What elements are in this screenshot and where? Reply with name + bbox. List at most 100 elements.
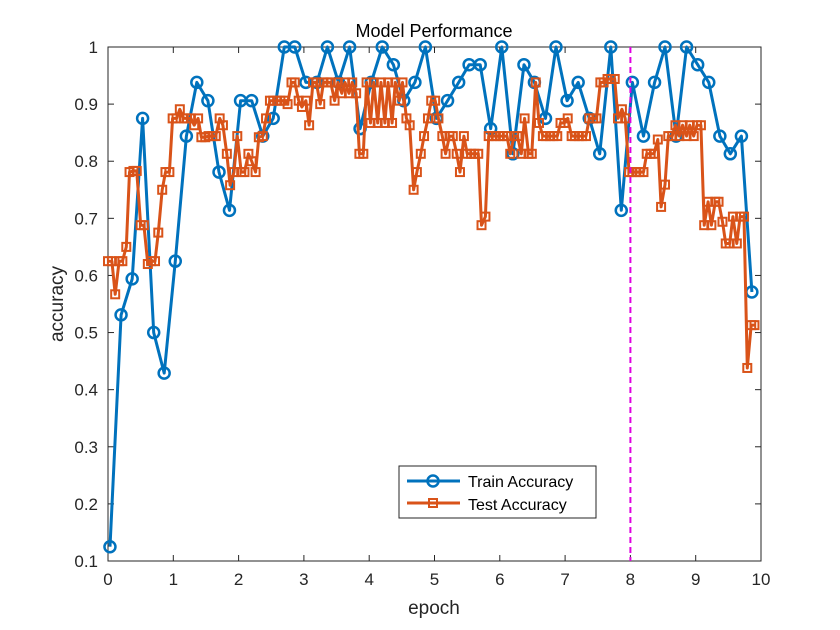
test-accuracy-point bbox=[300, 95, 311, 106]
test-accuracy-point bbox=[591, 113, 602, 124]
test-accuracy-point bbox=[131, 165, 142, 176]
test-accuracy-point bbox=[174, 104, 185, 115]
test-accuracy-point bbox=[117, 256, 128, 267]
x-tick-label: 10 bbox=[752, 570, 771, 589]
test-accuracy-point bbox=[193, 113, 204, 124]
test-accuracy-point bbox=[473, 148, 484, 159]
train-accuracy-point bbox=[114, 308, 128, 322]
train-accuracy-point bbox=[495, 40, 509, 54]
y-tick-label: 0.3 bbox=[74, 438, 98, 457]
train-accuracy-line bbox=[108, 45, 754, 547]
x-tick-label: 4 bbox=[364, 570, 373, 589]
chart-title: Model Performance bbox=[355, 21, 512, 41]
test-accuracy-point bbox=[562, 113, 573, 124]
legend: Train Accuracy Test Accuracy bbox=[398, 465, 597, 519]
train-accuracy-point bbox=[135, 111, 150, 126]
x-tick-label: 6 bbox=[495, 570, 504, 589]
test-accuracy-point bbox=[739, 211, 750, 222]
train-accuracy-point bbox=[408, 75, 422, 90]
test-accuracy-point bbox=[519, 113, 530, 124]
test-accuracy-point bbox=[480, 211, 491, 222]
train-accuracy-point bbox=[342, 40, 357, 54]
train-accuracy-point bbox=[473, 57, 487, 72]
test-accuracy-point bbox=[695, 120, 706, 131]
test-accuracy-point bbox=[358, 148, 369, 159]
legend-test-label: Test Accuracy bbox=[468, 497, 567, 514]
train-accuracy-point bbox=[190, 75, 204, 90]
x-tick-label: 2 bbox=[234, 570, 243, 589]
test-accuracy-point bbox=[257, 131, 268, 142]
train-accuracy-point bbox=[222, 203, 237, 218]
test-accuracy-point bbox=[580, 131, 591, 142]
test-accuracy-point bbox=[731, 238, 742, 249]
test-accuracy-point bbox=[616, 104, 627, 115]
test-accuracy-point bbox=[533, 117, 544, 128]
train-accuracy-point bbox=[320, 40, 335, 54]
test-accuracy-point bbox=[411, 167, 422, 178]
test-accuracy-point bbox=[121, 241, 132, 252]
train-accuracy-point bbox=[440, 93, 455, 108]
train-accuracy-point bbox=[647, 75, 662, 90]
test-accuracy-point bbox=[526, 148, 537, 159]
test-accuracy-point bbox=[706, 220, 717, 231]
train-accuracy-point bbox=[212, 165, 226, 179]
x-axis-label: epoch bbox=[408, 598, 460, 619]
test-accuracy-point bbox=[512, 131, 523, 142]
test-accuracy-point bbox=[660, 179, 671, 190]
x-tick-label: 8 bbox=[626, 570, 635, 589]
test-accuracy-point bbox=[221, 148, 232, 159]
test-accuracy-point bbox=[217, 120, 228, 131]
test-accuracy-point bbox=[408, 184, 419, 195]
train-accuracy-point bbox=[168, 254, 183, 268]
test-accuracy-point bbox=[347, 77, 358, 88]
train-accuracy-point bbox=[734, 129, 749, 143]
x-tick-label: 3 bbox=[299, 570, 308, 589]
train-accuracy-point bbox=[571, 75, 585, 90]
train-accuracy-point bbox=[451, 75, 466, 90]
y-tick-label: 0.2 bbox=[74, 495, 98, 514]
test-accuracy-point bbox=[225, 180, 236, 191]
train-accuracy-point bbox=[418, 40, 433, 54]
test-accuracy-point bbox=[153, 227, 164, 238]
x-tick-label: 5 bbox=[430, 570, 439, 589]
x-tick-label: 9 bbox=[691, 570, 700, 589]
train-accuracy-point bbox=[658, 40, 672, 54]
train-accuracy-point bbox=[375, 40, 390, 54]
test-accuracy-point bbox=[552, 131, 563, 142]
test-accuracy-point bbox=[430, 95, 441, 106]
test-accuracy-point bbox=[620, 113, 631, 124]
train-accuracy-point bbox=[636, 129, 651, 143]
test-accuracy-point bbox=[261, 113, 272, 124]
train-accuracy-point bbox=[157, 366, 171, 380]
train-accuracy-point bbox=[702, 75, 716, 90]
test-accuracy-point bbox=[138, 220, 149, 231]
test-accuracy-point bbox=[742, 362, 753, 373]
train-accuracy-point bbox=[288, 40, 302, 54]
y-tick-label: 0.8 bbox=[74, 152, 98, 171]
x-tick-label: 7 bbox=[560, 570, 569, 589]
test-accuracy-point bbox=[110, 289, 121, 300]
test-accuracy-point bbox=[451, 148, 462, 159]
test-accuracy-point bbox=[713, 196, 724, 207]
test-accuracy-point bbox=[210, 131, 221, 142]
test-accuracy-point bbox=[246, 156, 257, 167]
test-accuracy-point bbox=[394, 95, 405, 106]
y-tick-label: 0.7 bbox=[74, 209, 98, 228]
legend-test-marker bbox=[428, 498, 438, 508]
test-accuracy-point bbox=[329, 95, 340, 106]
test-accuracy-point bbox=[458, 131, 469, 142]
train-accuracy-point bbox=[614, 203, 629, 218]
y-axis-ticks: 0.1 0.2 0.3 0.4 0.5 0.6 0.7 0.8 0.9 1 bbox=[74, 38, 761, 571]
train-accuracy-point bbox=[625, 75, 640, 90]
train-accuracy-point bbox=[125, 272, 139, 286]
test-accuracy-point bbox=[232, 131, 243, 142]
test-accuracy-point bbox=[250, 167, 261, 178]
y-tick-label: 0.6 bbox=[74, 266, 98, 285]
legend-train-marker bbox=[426, 474, 440, 488]
train-accuracy-point bbox=[103, 539, 117, 554]
test-accuracy-point bbox=[648, 148, 659, 159]
x-tick-label: 1 bbox=[169, 570, 178, 589]
test-accuracy-point bbox=[404, 120, 415, 131]
test-accuracy-point bbox=[717, 216, 728, 227]
